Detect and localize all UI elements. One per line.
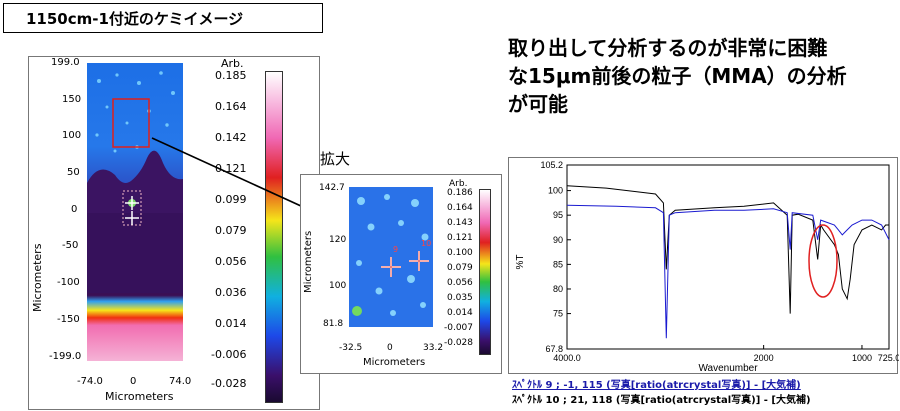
y-axis-label: %T: [515, 255, 526, 270]
map1-y-tick: 150: [62, 94, 82, 105]
map2-y-tick: 100: [329, 281, 347, 291]
map2-colorbar-tick: 0.035: [447, 293, 473, 303]
map2-y-tick: 81.8: [323, 319, 344, 329]
spectrum-chart[interactable]: 105.2 100 95 90 85 80 75 67.8 4000.0 2000 1000 725…: [509, 158, 900, 375]
highlight-ellipse: [808, 224, 838, 298]
map1-colorbar-tick: 0.142: [215, 131, 247, 144]
map2-colorbar-tick: 0.079: [447, 263, 473, 273]
map2-x-tick: 33.2: [423, 343, 444, 353]
map2-colorbar-tick: 0.186: [447, 188, 473, 198]
x-tick-label: 725.0: [878, 353, 899, 363]
map2-colorbar-title: Arb.: [449, 179, 468, 189]
image-title-box: 1150cm-1付近のケミイメージ: [3, 3, 323, 33]
zoomed-image-map[interactable]: 9 10: [349, 187, 433, 327]
spectrum-panel: 105.2 100 95 90 85 80 75 67.8 4000.0 2000 1000 725…: [508, 157, 900, 375]
spectrum-series-1: [566, 204, 890, 339]
map2-colorbar-tick: 0.164: [447, 203, 473, 213]
map2-x-tick: -32.5: [339, 343, 363, 353]
map2-colorbar-tick: -0.007: [444, 323, 474, 333]
y-tick-label: 75: [553, 309, 563, 319]
x-tick-label: 2000: [754, 353, 774, 363]
map2-x-tick: 0: [387, 343, 393, 353]
map1-y-tick: -150: [57, 314, 80, 325]
headline-line-2: な15μm前後の粒子（MMA）の分析: [508, 64, 847, 88]
map1-colorbar-title: Arb.: [221, 57, 244, 70]
map1-y-tick: 199.0: [51, 57, 80, 68]
headline-line-1: 取り出して分析するのが非常に困難: [508, 36, 828, 60]
map1-y-tick: -50: [62, 240, 79, 251]
map2-y-tick: 142.7: [319, 183, 345, 193]
map2-colorbar-tick: 0.056: [447, 278, 473, 288]
map1-y-tick: -199.0: [49, 351, 82, 362]
map1-colorbar-tick: 0.079: [215, 224, 247, 237]
map1-x-title: Micrometers: [105, 390, 174, 403]
map1-colorbar-tick: 0.099: [215, 193, 247, 206]
zoom-label: 拡大: [320, 150, 351, 168]
map1-colorbar-tick: 0.164: [215, 100, 247, 113]
map1-x-tick: 74.0: [169, 376, 192, 387]
map2-y-title: Micrometers: [303, 230, 314, 293]
marker-label-9: 9: [393, 245, 399, 254]
map1-colorbar: [265, 71, 283, 403]
map2-colorbar-tick: 0.143: [447, 218, 473, 228]
map1-colorbar-tick: 0.014: [215, 317, 247, 330]
map1-y-tick: -100: [57, 277, 80, 288]
map1-colorbar-tick: 0.056: [215, 255, 247, 268]
map2-x-title: Micrometers: [363, 357, 426, 368]
chemical-image-panel: Micrometers 199.0 150 100 50 0 -50 -100 …: [28, 56, 320, 410]
map1-x-tick: -74.0: [77, 376, 103, 387]
image-title: 1150cm-1付近のケミイメージ: [26, 9, 244, 28]
plot-frame: [566, 164, 890, 350]
map1-y-tick: 0: [71, 204, 78, 215]
y-tick-label: 85: [553, 259, 563, 269]
headline: 取り出して分析するのが非常に困難 な15μm前後の粒子（MMA）の分析 が可能: [508, 34, 898, 118]
map2-colorbar-tick: -0.028: [444, 338, 474, 348]
map1-colorbar-tick: 0.185: [215, 69, 247, 82]
map1-colorbar-tick: -0.028: [211, 377, 247, 390]
map2-colorbar-tick: 0.100: [447, 248, 473, 258]
y-tick-label: 80: [553, 284, 563, 294]
y-tick-label: 95: [553, 210, 563, 220]
spectrum-series-0: [566, 185, 889, 314]
x-tick-label: 4000.0: [553, 353, 581, 363]
chemical-image-map[interactable]: [87, 63, 183, 361]
map2-y-tick: 120: [329, 235, 347, 245]
y-tick-label: 100: [548, 186, 563, 196]
map1-x-tick: 0: [130, 376, 137, 387]
map1-colorbar-tick: 0.121: [215, 162, 247, 175]
y-tick-label: 67.8: [545, 344, 563, 354]
y-tick-label: 90: [553, 235, 563, 245]
map1-colorbar-tick: -0.006: [211, 348, 247, 361]
x-axis-label: Wavenumber: [698, 363, 758, 374]
spectrum-legend-10[interactable]: ｽﾍﾟｸﾄﾙ 10 ; 21, 118 (写真[ratio(atrcrystal…: [512, 395, 811, 406]
map1-y-tick: 100: [62, 130, 82, 141]
map1-colorbar-tick: 0.036: [215, 286, 247, 299]
zoomed-image-panel: Micrometers 142.7 120 100 81.8 9 10 -32.…: [300, 174, 502, 374]
x-tick-label: 1000: [852, 353, 872, 363]
spectrum-legend-9[interactable]: ｽﾍﾟｸﾄﾙ 9 ; -1, 115 (写真[ratio(atrcrystal写…: [512, 380, 801, 391]
map2-colorbar-tick: 0.014: [447, 308, 473, 318]
y-tick-label: 105.2: [540, 160, 563, 170]
map1-y-tick: 50: [67, 167, 80, 178]
map2-colorbar: [479, 189, 491, 355]
map2-colorbar-tick: 0.121: [447, 233, 473, 243]
headline-line-3: が可能: [508, 92, 568, 116]
marker-label-10: 10: [421, 239, 432, 248]
